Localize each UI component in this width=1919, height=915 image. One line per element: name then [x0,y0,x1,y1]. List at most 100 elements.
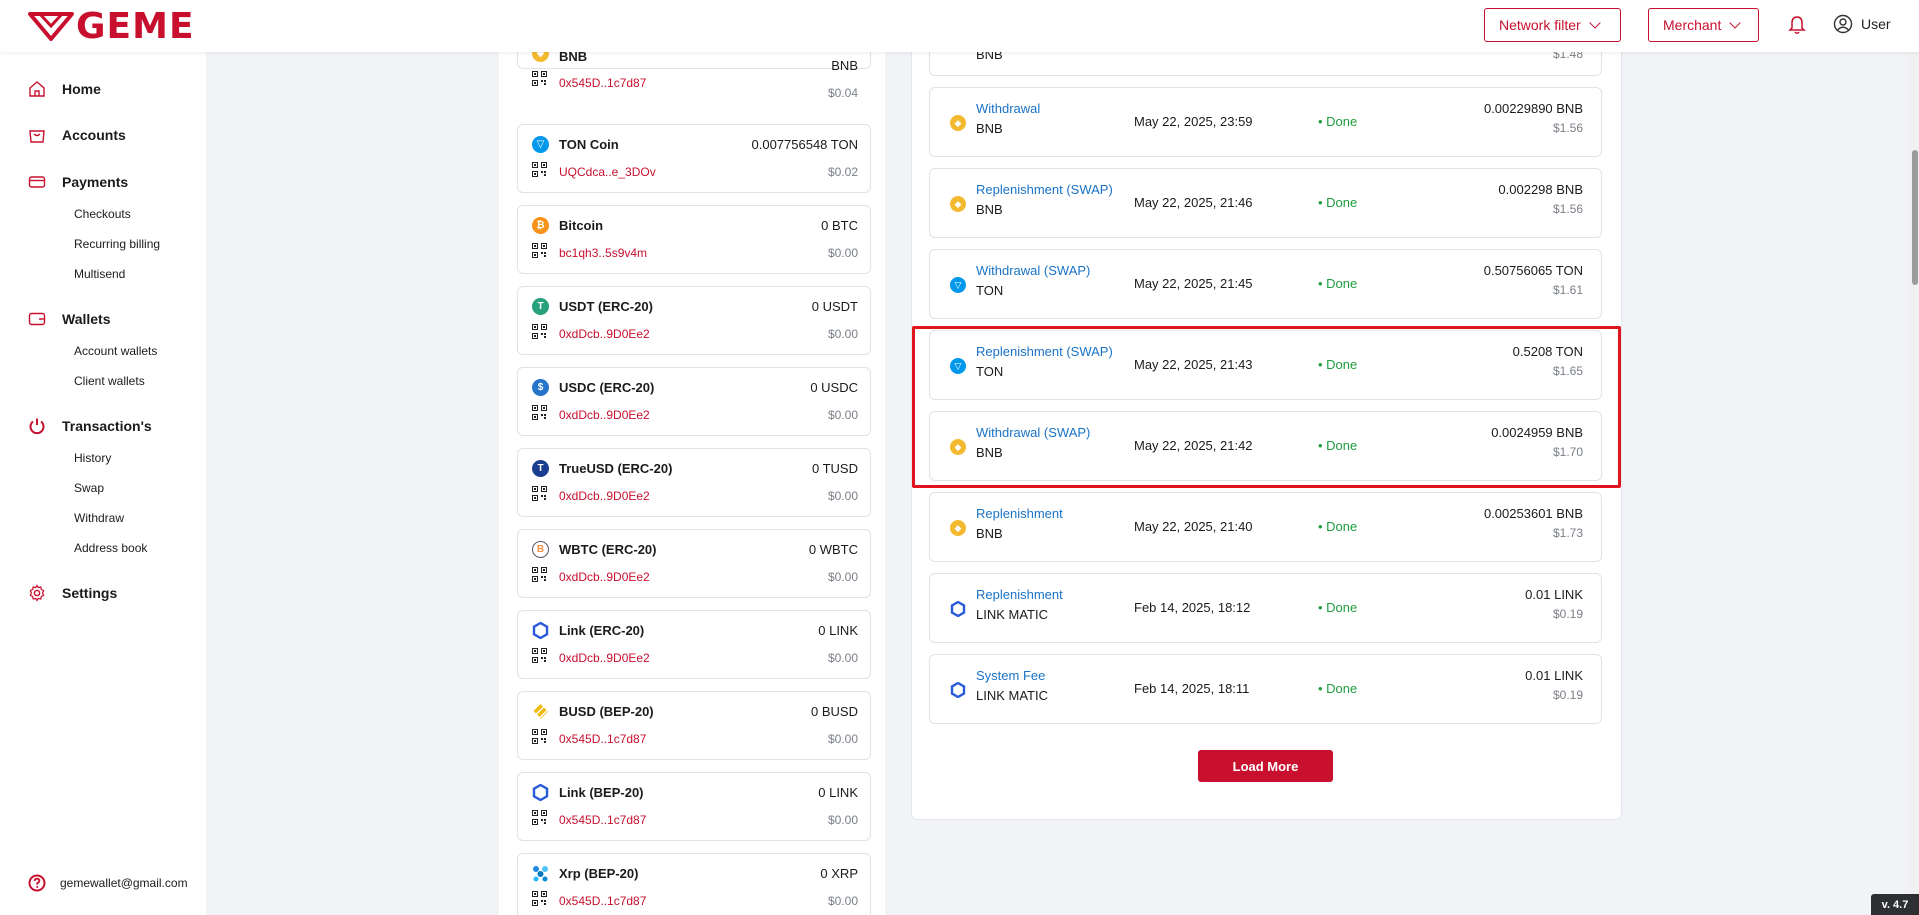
transaction-row[interactable]: ◆ Withdrawal BNB May 22, 2025, 23:59 • D… [929,87,1602,157]
tx-type[interactable]: Replenishment (SWAP) [976,344,1113,359]
tx-amount: 0.00229890 BNB [1483,101,1583,116]
bell-icon[interactable] [1788,15,1806,35]
tx-type[interactable]: Withdrawal (SWAP) [976,425,1091,440]
qr-code-icon[interactable] [532,71,547,86]
asset-name: Link (ERC-20) [559,623,645,638]
asset-usd: $0.00 [827,813,858,827]
load-more-button[interactable]: Load More [1198,750,1333,782]
asset-address[interactable]: 0x545D..1c7d87 [559,76,647,90]
asset-usd: $0.00 [827,894,858,908]
asset-address[interactable]: 0xdDcb..9D0Ee2 [559,570,650,584]
gem-icon [28,12,74,41]
scrollbar-track[interactable] [1910,52,1919,915]
tx-type[interactable]: Replenishment [976,506,1063,521]
tx-date: May 22, 2025, 21:45 [1134,276,1253,291]
tx-status: • Done [1318,276,1358,291]
busd-icon [533,704,548,719]
sidebar-item-accounts[interactable]: Accounts [28,126,126,144]
tx-date: May 22, 2025, 21:46 [1134,195,1253,210]
asset-card-link-bep20[interactable]: Link (BEP-20) 0x545D..1c7d87 0 LINK $0.0… [517,772,871,841]
tx-type[interactable]: Withdrawal (SWAP) [976,263,1091,278]
qr-code-icon[interactable] [532,486,547,501]
tx-usd: $1.70 [1552,445,1583,459]
asset-address[interactable]: 0x545D..1c7d87 [559,813,647,827]
asset-name: WBTC (ERC-20) [559,542,657,557]
qr-code-icon[interactable] [532,243,547,258]
sidebar-item-transactions[interactable]: Transaction's [28,417,152,435]
asset-card-bitcoin[interactable]: ₿ Bitcoin bc1qh3..5s9v4m 0 BTC $0.00 [517,205,871,274]
qr-code-icon[interactable] [532,810,547,825]
transaction-row[interactable]: System Fee LINK MATIC Feb 14, 2025, 18:1… [929,654,1602,724]
asset-card-xrp-bep20[interactable]: Xrp (BEP-20) 0x545D..1c7d87 0 XRP $0.00 [517,853,871,915]
sidebar-item-history[interactable]: History [74,451,112,465]
transaction-row[interactable]: ▽ Replenishment (SWAP) TON May 22, 2025,… [929,330,1602,400]
bag-icon [29,130,45,143]
asset-card-busd-bep20[interactable]: BUSD (BEP-20) 0x545D..1c7d87 0 BUSD $0.0… [517,691,871,760]
help-icon [28,874,46,892]
user-label: User [1861,16,1891,32]
user-menu[interactable]: User [1833,14,1891,34]
asset-address[interactable]: bc1qh3..5s9v4m [559,246,648,260]
card-icon [28,176,46,188]
sidebar-item-multisend[interactable]: Multisend [74,267,126,281]
user-icon [1833,14,1853,34]
qr-code-icon[interactable] [532,891,547,906]
tx-date: May 22, 2025, 21:42 [1134,438,1253,453]
merchant-button[interactable]: Merchant [1648,8,1759,42]
sidebar-item-recurring-billing[interactable]: Recurring billing [74,237,161,251]
sidebar-item-payments[interactable]: Payments [28,173,128,191]
support-email[interactable]: gemewallet@gmail.com [28,874,188,892]
sidebar-item-withdraw[interactable]: Withdraw [74,511,125,525]
qr-code-icon[interactable] [532,324,547,339]
qr-code-icon[interactable] [532,567,547,582]
transaction-row[interactable]: ◆ Withdrawal (SWAP) BNB May 22, 2025, 21… [929,411,1602,481]
sidebar-item-label: Wallets [62,311,111,327]
qr-code-icon[interactable] [532,162,547,177]
sidebar-item-address-book[interactable]: Address book [74,541,148,555]
sidebar-item-settings[interactable]: Settings [28,584,117,602]
sidebar-item-swap[interactable]: Swap [74,481,105,495]
asset-address[interactable]: 0xdDcb..9D0Ee2 [559,651,650,665]
tx-type[interactable]: System Fee [976,668,1046,683]
transaction-row[interactable]: Replenishment LINK MATIC Feb 14, 2025, 1… [929,573,1602,643]
transaction-row[interactable]: ◆ Replenishment (SWAP) BNB May 22, 2025,… [929,168,1602,238]
asset-address[interactable]: UQCdca..e_3DOv [559,165,656,179]
asset-usd: $0.00 [827,732,858,746]
asset-card-trueusd-erc20[interactable]: T TrueUSD (ERC-20) 0xdDcb..9D0Ee2 0 TUSD… [517,448,871,517]
tx-type[interactable]: Replenishment [976,587,1063,602]
tx-type[interactable]: Replenishment (SWAP) [976,182,1113,197]
sidebar-item-checkouts[interactable]: Checkouts [74,207,131,221]
asset-address[interactable]: 0xdDcb..9D0Ee2 [559,408,650,422]
qr-code-icon[interactable] [532,729,547,744]
asset-card-ton[interactable]: ▽ TON Coin UQCdca..e_3DOv 0.007756548 TO… [517,124,871,193]
tx-type[interactable]: Withdrawal [976,101,1041,116]
network-filter-button[interactable]: Network filter [1484,8,1621,42]
merchant-label: Merchant [1663,17,1722,33]
tx-date: Feb 14, 2025, 18:12 [1134,600,1251,615]
asset-card-usdc-erc20[interactable]: $ USDC (ERC-20) 0xdDcb..9D0Ee2 0 USDC $0… [517,367,871,436]
chainlink-icon [532,784,549,801]
sidebar-item-label: Payments [62,174,129,190]
geme-logo[interactable]: GEME [28,6,195,47]
asset-address[interactable]: 0x545D..1c7d87 [559,732,647,746]
transaction-row[interactable]: ◆ Replenishment BNB May 22, 2025, 21:40 … [929,492,1602,562]
asset-address[interactable]: 0x545D..1c7d87 [559,894,647,908]
asset-amount: 0 WBTC [808,542,858,557]
tx-usd: $1.56 [1552,202,1583,216]
transaction-row[interactable]: ▽ Withdrawal (SWAP) TON May 22, 2025, 21… [929,249,1602,319]
sidebar-item-wallets[interactable]: Wallets [28,310,111,328]
asset-usd: $0.00 [827,651,858,665]
asset-card-usdt-erc20[interactable]: T USDT (ERC-20) 0xdDcb..9D0Ee2 0 USDT $0… [517,286,871,355]
bnb-icon: ◆ [950,196,966,212]
scrollbar-thumb[interactable] [1912,150,1918,285]
sidebar-item-home[interactable]: Home [28,80,101,98]
asset-card-wbtc-erc20[interactable]: B WBTC (ERC-20) 0xdDcb..9D0Ee2 0 WBTC $0… [517,529,871,598]
asset-address[interactable]: 0xdDcb..9D0Ee2 [559,489,650,503]
qr-code-icon[interactable] [532,648,547,663]
asset-card-link-erc20[interactable]: Link (ERC-20) 0xdDcb..9D0Ee2 0 LINK $0.0… [517,610,871,679]
asset-address[interactable]: 0xdDcb..9D0Ee2 [559,327,650,341]
sidebar-item-account-wallets[interactable]: Account wallets [74,344,158,358]
sidebar-item-client-wallets[interactable]: Client wallets [74,374,145,388]
asset-amount: 0 XRP [820,866,858,881]
qr-code-icon[interactable] [532,405,547,420]
